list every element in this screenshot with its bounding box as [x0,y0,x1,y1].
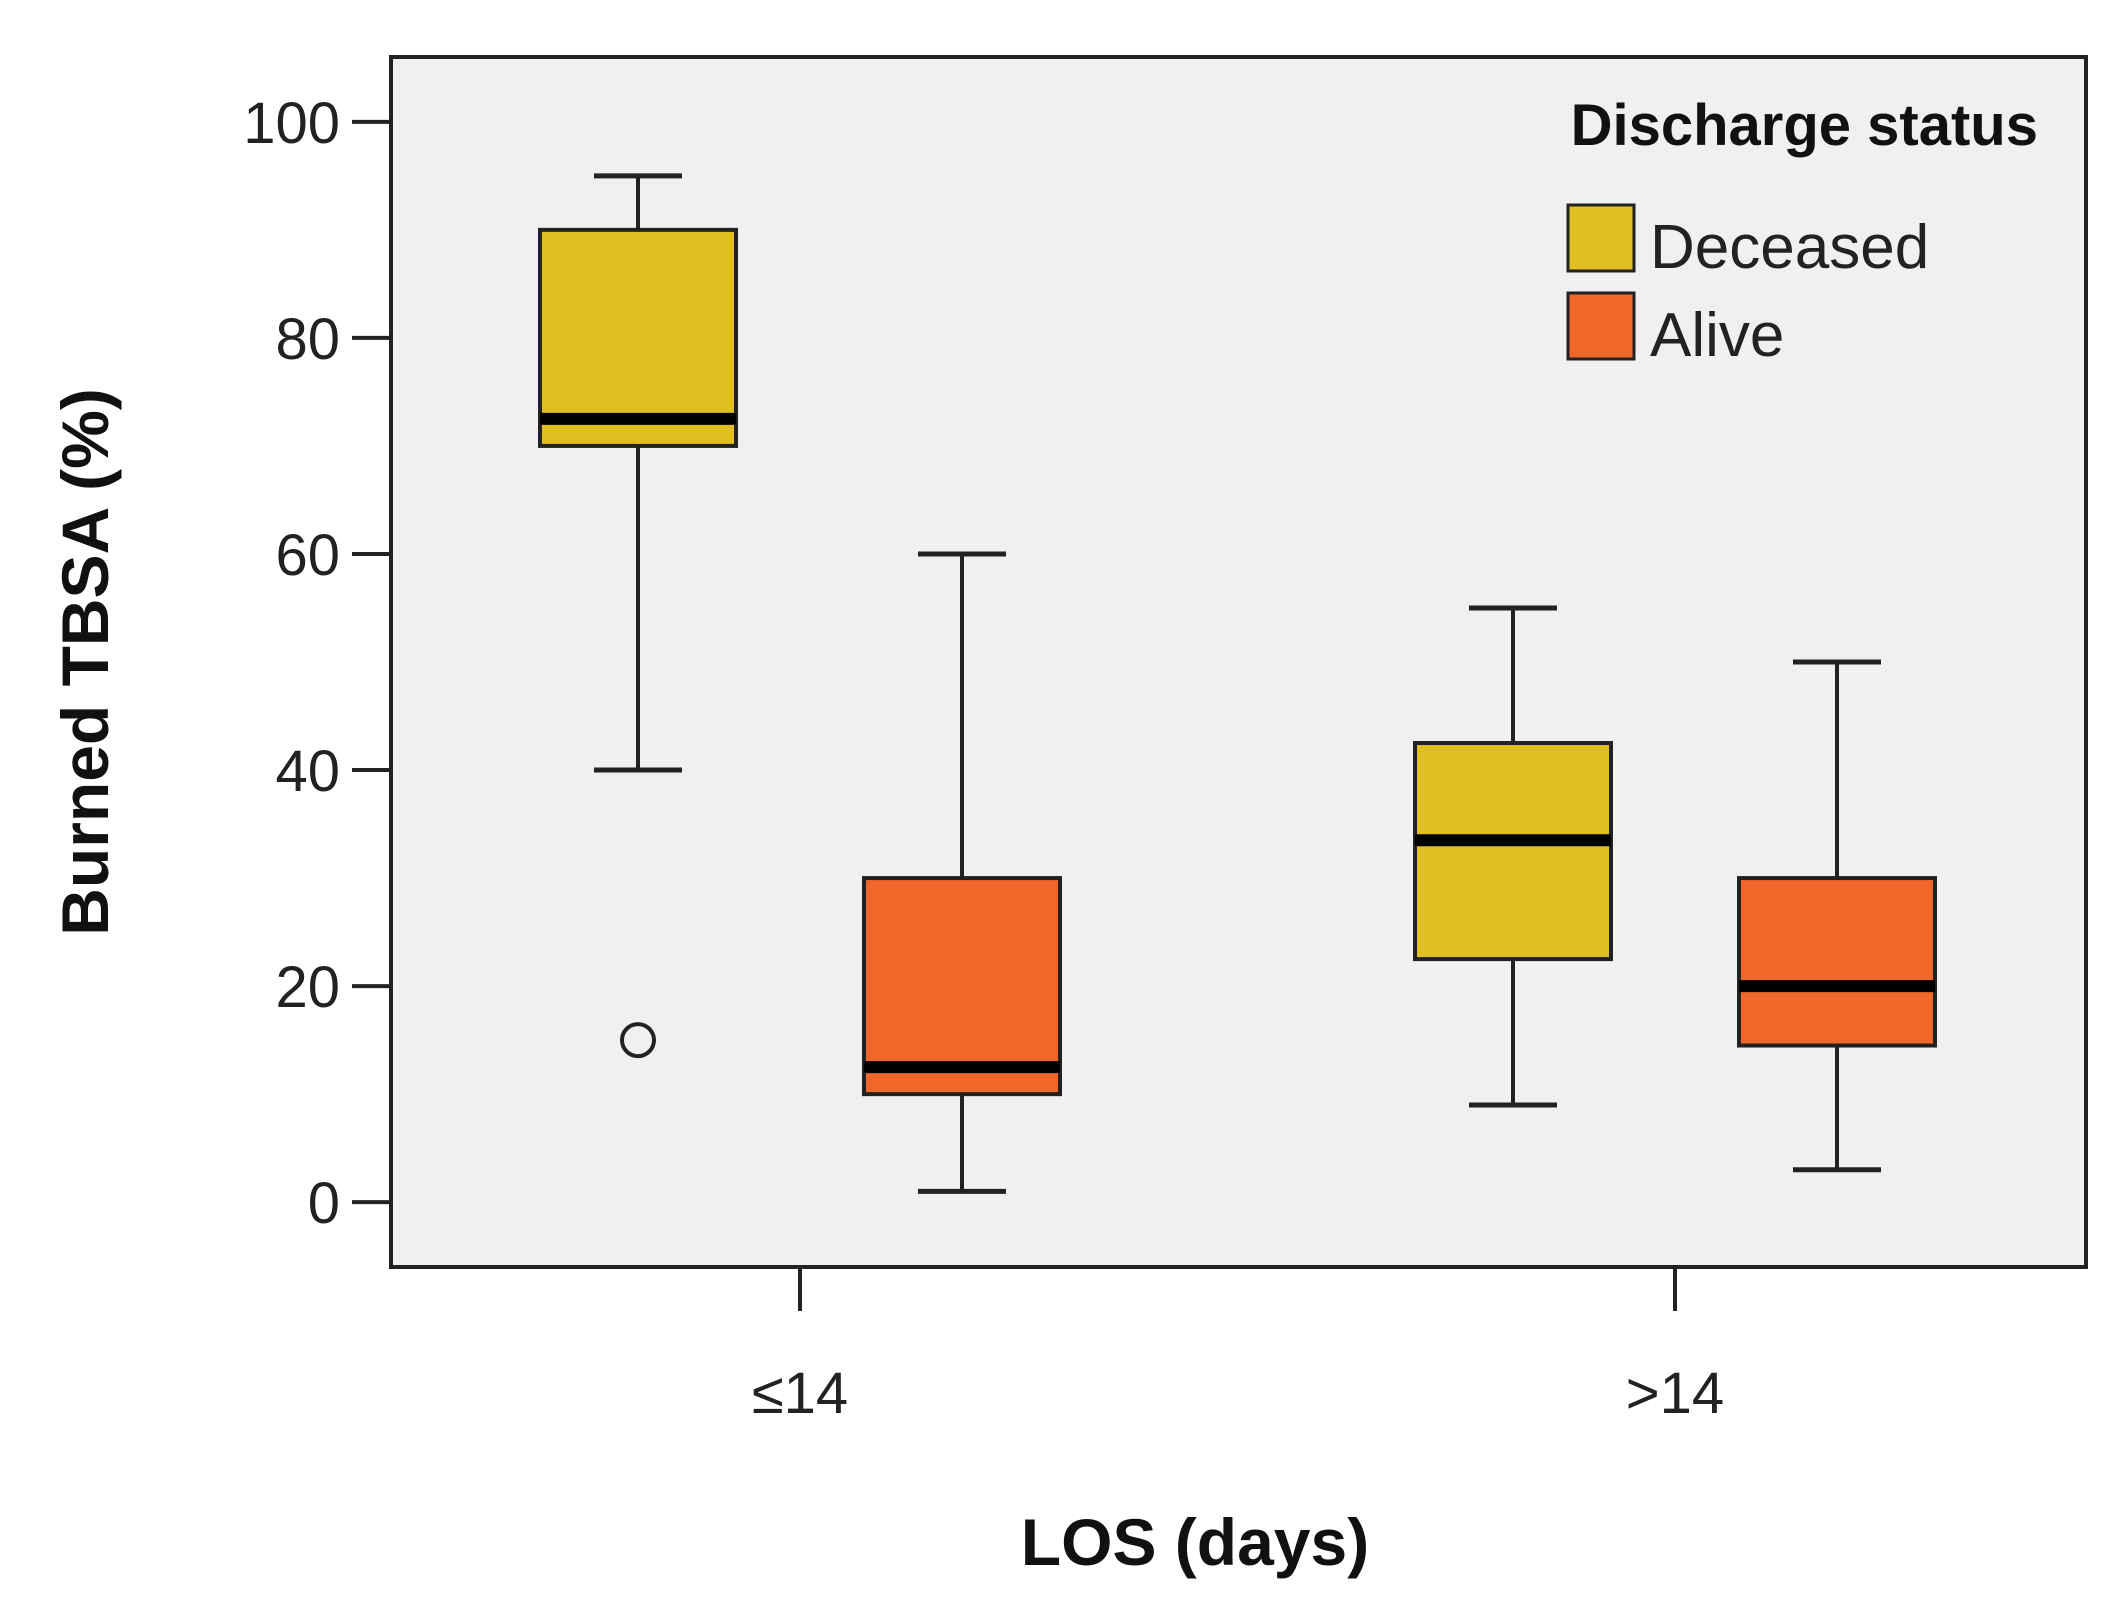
box-group [538,173,1937,1194]
legend-swatch-alive [1566,291,1636,361]
outlier-deceased-le14-0 [620,1022,656,1059]
y-tick-label-80: 80 [275,307,340,372]
legend: Discharge status Deceased Alive [1566,93,2038,370]
box-alive-gt14 [1737,876,1937,1048]
box-deceased-le14 [538,227,738,448]
y-tick-label-0: 0 [308,1171,340,1236]
legend-label-alive: Alive [1650,301,1784,370]
y-tick-label-60: 60 [275,523,340,588]
x-axis: ≤14 >14 [752,1267,1724,1426]
legend-label-deceased: Deceased [1650,213,1929,282]
y-axis: 0 20 40 60 80 100 [243,91,391,1236]
x-category-label-1: >14 [1626,1361,1724,1426]
y-tick-label-100: 100 [243,91,340,156]
x-category-label-0: ≤14 [752,1361,848,1426]
box-alive-le14 [862,876,1062,1097]
y-tick-label-40: 40 [275,739,340,804]
x-axis-title: LOS (days) [1021,1505,1369,1579]
box-deceased-gt14 [1413,741,1613,962]
legend-title: Discharge status [1571,93,2038,158]
y-axis-title: Burned TBSA (%) [48,388,122,936]
y-tick-label-20: 20 [275,955,340,1020]
legend-swatch-deceased [1566,203,1636,273]
